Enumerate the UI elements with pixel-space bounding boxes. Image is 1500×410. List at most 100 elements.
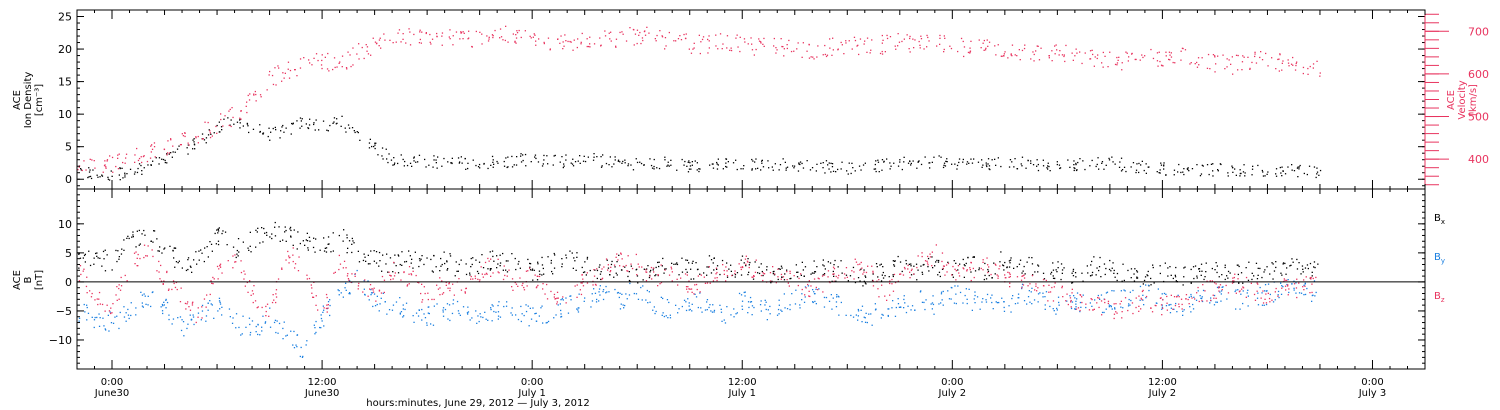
velocity-point: [837, 49, 839, 51]
bx-point: [401, 251, 403, 253]
bz-point: [439, 294, 441, 296]
density-point: [840, 168, 842, 170]
bz-point: [490, 275, 492, 277]
velocity-point: [881, 50, 883, 53]
velocity-point: [1302, 72, 1304, 75]
by-point: [623, 307, 625, 309]
bx-point: [1302, 271, 1304, 273]
density-point: [1293, 170, 1296, 172]
bz-point: [723, 273, 725, 275]
bz-point: [537, 284, 539, 287]
velocity-point: [1307, 67, 1309, 70]
bz-point: [969, 267, 971, 269]
bz-point: [1093, 308, 1095, 310]
velocity-point: [1222, 54, 1224, 56]
density-point: [1303, 172, 1305, 175]
bz-point: [664, 269, 666, 271]
by-point: [903, 295, 905, 297]
by-point: [432, 324, 435, 326]
bz-point: [201, 317, 203, 319]
by-point: [520, 305, 522, 308]
bx-point: [249, 231, 251, 233]
by-point: [629, 282, 631, 285]
velocity-point: [786, 44, 788, 46]
by-point: [661, 314, 663, 316]
bz-point: [722, 264, 724, 266]
bx-point: [378, 265, 380, 267]
bz-point: [1067, 303, 1069, 306]
bz-point: [557, 297, 559, 299]
bx-point: [496, 267, 498, 269]
by-point: [1076, 298, 1078, 300]
by-point: [119, 311, 121, 314]
density-point: [951, 163, 953, 165]
bz-point: [593, 269, 595, 271]
by-point: [498, 301, 500, 303]
bx-point: [734, 274, 737, 276]
bz-point: [1293, 283, 1296, 285]
bz-point: [210, 280, 212, 282]
velocity-point: [220, 118, 222, 121]
by-point: [142, 306, 144, 308]
by-point: [1111, 290, 1113, 292]
bx-point: [1300, 273, 1302, 275]
bz-point: [1277, 295, 1279, 297]
velocity-point: [1277, 58, 1279, 61]
density-point: [1048, 165, 1050, 168]
by-point: [370, 292, 373, 294]
bx-point: [127, 235, 129, 237]
bz-point: [1162, 299, 1164, 301]
velocity-point: [1292, 56, 1294, 59]
bz-point: [534, 274, 536, 276]
by-point: [751, 314, 753, 316]
bz-point: [854, 258, 856, 260]
velocity-point: [315, 53, 318, 55]
density-point: [1201, 164, 1203, 166]
bz-point: [292, 254, 294, 256]
density-point: [1079, 158, 1081, 160]
bx-point: [348, 240, 351, 242]
density-point: [689, 165, 692, 167]
bz-point: [1275, 287, 1277, 290]
by-point: [493, 310, 495, 313]
bz-point: [659, 283, 661, 285]
density-point: [1280, 172, 1282, 174]
by-point: [123, 306, 125, 308]
by-point: [577, 311, 580, 313]
bz-point: [89, 290, 91, 292]
density-point: [608, 164, 610, 166]
by-point: [812, 301, 814, 303]
bx-point: [238, 251, 240, 253]
by-point: [327, 301, 330, 303]
bx-point: [102, 250, 105, 253]
velocity-point: [1194, 63, 1196, 65]
by-point: [1044, 304, 1046, 306]
bx-point: [1182, 284, 1184, 286]
density-point: [267, 135, 269, 138]
bx-point: [1091, 260, 1093, 263]
bx-point: [565, 257, 568, 259]
velocity-point: [486, 35, 488, 37]
velocity-point: [1016, 55, 1018, 57]
bx-point: [607, 267, 610, 269]
by-point: [219, 303, 222, 305]
velocity-point: [105, 166, 107, 168]
by-point: [712, 304, 714, 306]
by-point: [249, 334, 251, 336]
bz-point: [118, 298, 120, 300]
bz-point: [860, 261, 862, 264]
bz-point: [364, 279, 366, 281]
density-point: [393, 157, 395, 159]
bz-point: [853, 271, 855, 273]
by-point: [665, 315, 667, 317]
bx-point: [1072, 270, 1074, 272]
bz-point: [213, 278, 215, 280]
bz-point: [833, 268, 836, 270]
velocity-point: [557, 38, 559, 40]
bx-point: [749, 261, 751, 264]
bx-point: [150, 240, 152, 242]
density-point: [754, 161, 756, 163]
by-point: [719, 304, 721, 306]
velocity-point: [560, 35, 562, 37]
bz-point: [627, 270, 629, 272]
